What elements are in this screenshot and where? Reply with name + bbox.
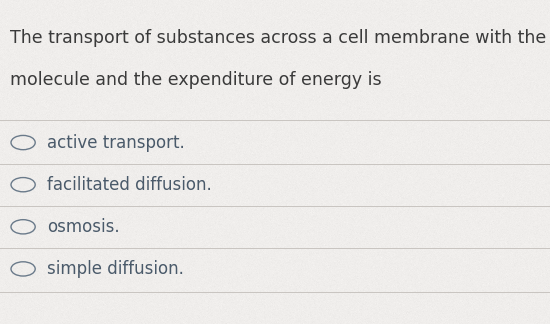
- Text: The transport of substances across a cell membrane with the aid of a: The transport of substances across a cel…: [10, 29, 550, 47]
- Text: molecule and the expenditure of energy is: molecule and the expenditure of energy i…: [10, 71, 382, 89]
- Text: active transport.: active transport.: [47, 133, 184, 152]
- Text: facilitated diffusion.: facilitated diffusion.: [47, 176, 212, 194]
- Text: osmosis.: osmosis.: [47, 218, 119, 236]
- Text: simple diffusion.: simple diffusion.: [47, 260, 184, 278]
